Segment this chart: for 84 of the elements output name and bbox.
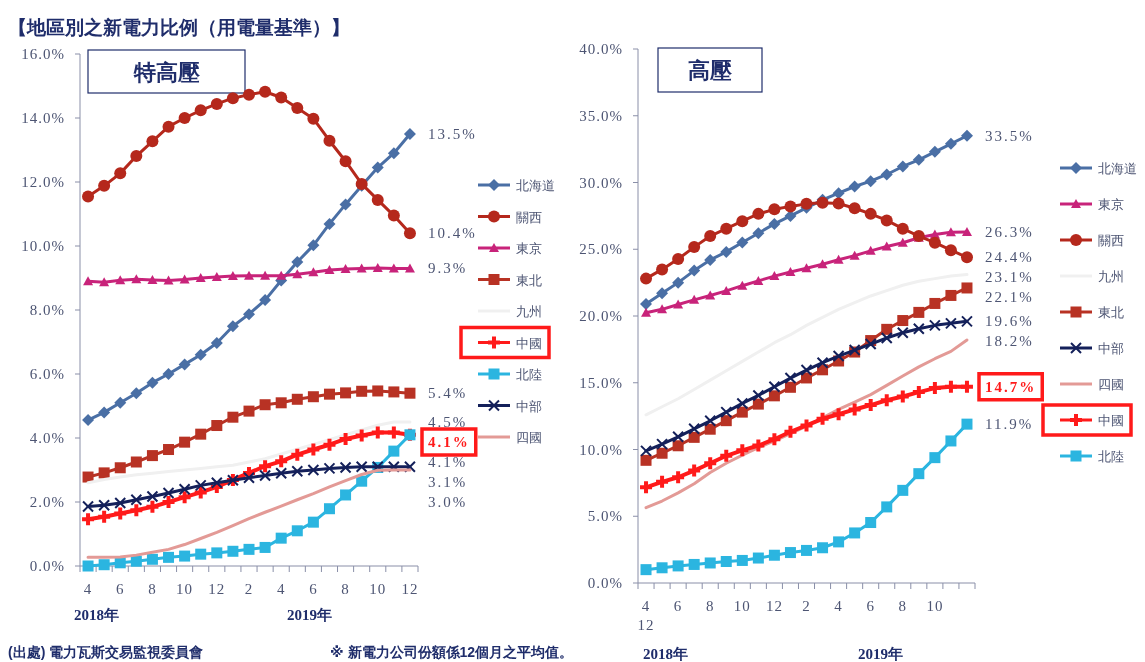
legend-label: 中國: [516, 335, 542, 351]
legend-label: 東北: [1098, 305, 1124, 320]
data-label: 33.5%: [985, 127, 1034, 144]
x-tick-label: 12: [401, 581, 419, 597]
y-tick-label: 2.0%: [29, 494, 65, 510]
legend-label: 四國: [1098, 377, 1124, 392]
data-label: 18.2%: [985, 333, 1034, 350]
legend-label: 四國: [516, 430, 542, 445]
y-tick-label: 5.0%: [587, 508, 623, 525]
y-tick-label: 4.0%: [29, 430, 65, 446]
x-tick-label: 4: [83, 581, 93, 597]
y-tick-label: 10.0%: [579, 441, 623, 458]
chart-subtitle: 高壓: [688, 58, 733, 83]
y-tick-label: 0.0%: [587, 575, 623, 591]
y-tick-label: 8.0%: [29, 302, 65, 318]
x-tick-label: 6: [309, 581, 318, 597]
x-tick-label: 2: [802, 598, 811, 614]
y-tick-label: 15.0%: [579, 374, 623, 391]
legend-label: 東京: [516, 241, 542, 256]
data-label: 23.1%: [985, 269, 1034, 286]
x-tick-label: 8: [148, 581, 157, 597]
legend-label: 中國: [1098, 413, 1124, 428]
data-label: 19.6%: [985, 313, 1034, 330]
data-label: 11.9%: [985, 416, 1034, 433]
legend-label: 北陸: [1098, 449, 1124, 464]
x-tick-label: 6: [673, 598, 683, 614]
legend-label: 關西: [1098, 233, 1124, 248]
legend-label: 東北: [516, 272, 542, 288]
y-tick-label: 0.0%: [29, 558, 65, 574]
legend-label: 中部: [516, 398, 542, 414]
x-tick-label: 10: [369, 581, 387, 597]
data-label: 9.3%: [428, 260, 468, 277]
data-label: 4.5%: [428, 414, 468, 430]
legend-label: 九州: [1098, 269, 1124, 284]
data-label: 4.1%: [428, 454, 468, 470]
data-label: 22.1%: [985, 289, 1034, 306]
x-tick-label: 10: [176, 581, 194, 597]
x-tick-label: 4: [276, 581, 286, 597]
data-label: 5.4%: [428, 385, 468, 402]
x-tick-label: 8: [898, 598, 908, 614]
data-label: 3.0%: [428, 494, 468, 510]
x-tick-label: 4 12: [637, 598, 655, 633]
legend-label: 關西: [516, 209, 542, 225]
x-tick-label: 6: [115, 581, 125, 597]
x-tick-label: 12: [208, 581, 226, 597]
text: 2019年: [858, 646, 903, 662]
x-tick-label: 2: [244, 581, 254, 597]
legend-label: 北海道: [516, 178, 555, 193]
y-tick-label: 14.0%: [21, 110, 65, 126]
legend-label: 北陸: [516, 367, 542, 382]
y-tick-label: 10.0%: [21, 238, 65, 254]
x-tick-label: 10: [926, 598, 944, 614]
data-label: 14.7%: [985, 378, 1037, 395]
x-tick-label: 12: [765, 598, 783, 614]
data-label: 10.4%: [428, 225, 477, 242]
chart-title: 【地區別之新電力比例（用電量基準）】: [8, 17, 350, 38]
data-label: 4.1%: [428, 434, 470, 450]
x-tick-label: 4: [834, 598, 843, 614]
y-tick-label: 35.0%: [579, 107, 623, 124]
legend-label: 中部: [1098, 341, 1124, 356]
y-tick-label: 25.0%: [579, 241, 623, 258]
data-label: 3.1%: [428, 474, 468, 490]
x-tick-label: 6: [866, 598, 875, 614]
y-tick-label: 40.0%: [579, 41, 623, 57]
x-tick-label: 8: [341, 581, 350, 597]
text: 2019年: [287, 607, 332, 623]
chart-subtitle: 特高壓: [132, 59, 201, 85]
data-label: 24.4%: [985, 249, 1034, 266]
data-label: 26.3%: [985, 223, 1034, 240]
legend-label: 九州: [516, 304, 542, 319]
data-label: 13.5%: [428, 126, 477, 142]
legend-label: 東京: [1098, 197, 1124, 212]
text: 2018年: [74, 607, 119, 623]
y-tick-label: 6.0%: [29, 366, 65, 382]
text: (出處) 電力瓦斯交易監視委員會: [8, 644, 204, 660]
x-tick-label: 10: [733, 598, 751, 614]
y-tick-label: 20.0%: [579, 308, 623, 324]
text: ※ 新電力公司份額係12個月之平均值。: [330, 644, 574, 660]
legend-label: 北海道: [1098, 161, 1137, 176]
y-tick-label: 30.0%: [579, 174, 623, 191]
y-tick-label: 12.0%: [21, 174, 65, 190]
text: 2018年: [643, 646, 688, 662]
y-tick-label: 16.0%: [21, 46, 65, 62]
x-tick-label: 8: [705, 598, 715, 614]
